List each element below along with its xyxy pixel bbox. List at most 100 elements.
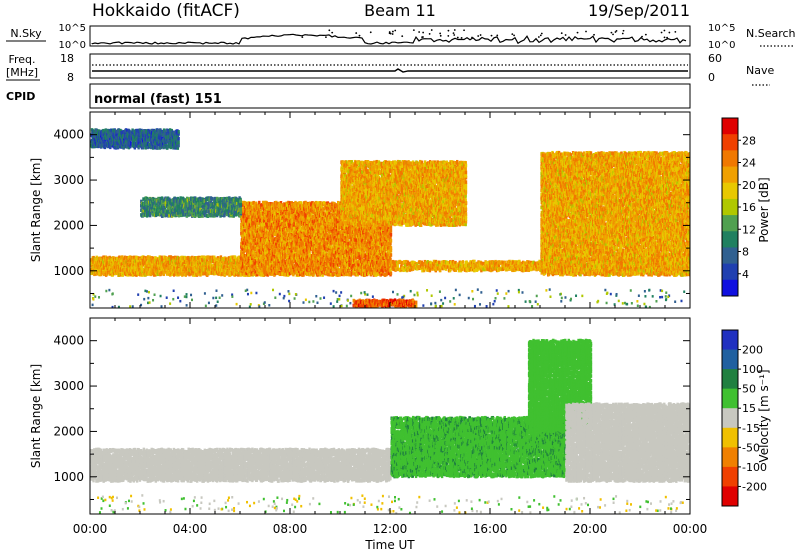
heatmap-cell [413, 293, 416, 297]
heatmap-cell [340, 304, 343, 308]
heatmap-cell [273, 257, 277, 261]
heatmap-cell [257, 216, 260, 221]
heatmap-cell [336, 298, 339, 301]
heatmap-cell [121, 273, 124, 277]
heatmap-cell [507, 305, 510, 308]
heatmap-cell [307, 257, 310, 262]
nsky-panel: N.Sky 10^5 10^0 10^5 10^0 N.Search [6, 23, 796, 51]
heatmap-cell [269, 262, 272, 267]
heatmap-cell [147, 301, 150, 305]
heatmap-cell [146, 257, 149, 262]
heatmap-cell [190, 293, 193, 297]
heatmap-cell [294, 238, 298, 242]
heatmap-cell [215, 296, 218, 300]
heatmap-cell [288, 217, 291, 222]
heatmap-cell [119, 259, 123, 264]
nave-label: Nave [746, 64, 774, 77]
heatmap-cell [288, 224, 292, 229]
heatmap-cell [293, 222, 296, 226]
heatmap-cell [140, 265, 144, 270]
heatmap-cell [517, 290, 520, 294]
heatmap-cell [292, 230, 295, 234]
heatmap-cell [185, 293, 188, 296]
heatmap-cell [110, 263, 113, 267]
heatmap-cell [293, 227, 296, 231]
heatmap-cell [288, 264, 291, 268]
heatmap-cell [144, 289, 147, 293]
heatmap-cell [263, 301, 266, 304]
heatmap-cell [440, 304, 443, 308]
beam-title: Beam 11 [364, 1, 436, 20]
heatmap-cell [360, 291, 363, 295]
heatmap-cell [288, 214, 291, 218]
heatmap-cell [248, 305, 251, 308]
heatmap-cell [294, 200, 297, 205]
heatmap-cell [623, 301, 626, 305]
heatmap-cell [243, 212, 246, 217]
heatmap-cell [286, 203, 289, 207]
heatmap-cell [242, 208, 245, 212]
heatmap-cell [248, 252, 251, 257]
heatmap-cell [278, 234, 282, 238]
heatmap-cell [664, 298, 667, 302]
heatmap-cell [293, 243, 296, 248]
heatmap-cell [280, 219, 283, 224]
heatmap-cell [230, 257, 234, 262]
nsearch-label: N.Search [746, 27, 796, 40]
heatmap-cell [143, 262, 146, 266]
heatmap-cell [302, 242, 305, 246]
heatmap-cell [665, 291, 668, 294]
heatmap-cell [260, 254, 263, 258]
heatmap-cell [279, 217, 283, 222]
heatmap-cell [294, 217, 297, 222]
heatmap-cell [267, 215, 271, 220]
heatmap-cell [286, 268, 289, 272]
heatmap-cell [296, 219, 299, 224]
heatmap-cell [183, 265, 187, 269]
heatmap-cell [98, 265, 102, 270]
heatmap-cell [151, 256, 155, 261]
heatmap-cell [266, 238, 269, 242]
heatmap-cell [308, 249, 311, 253]
heatmap-cell [233, 264, 236, 269]
heatmap-cell [292, 271, 296, 275]
heatmap-cell [264, 265, 268, 269]
heatmap-cell [98, 260, 102, 264]
heatmap-cell [116, 271, 119, 276]
heatmap-cell [146, 255, 150, 259]
cpid-value: normal (fast) 151 [94, 92, 222, 107]
heatmap-cell [265, 228, 268, 232]
heatmap-cell [329, 302, 332, 305]
heatmap-cell [153, 293, 156, 296]
heatmap-cell [263, 219, 266, 223]
heatmap-cell [172, 297, 175, 301]
heatmap-cell [154, 272, 157, 277]
heatmap-cell [237, 255, 241, 260]
heatmap-cell [345, 304, 348, 308]
heatmap-cell [293, 205, 296, 210]
heatmap-cell [648, 288, 651, 292]
heatmap-cell [159, 261, 163, 266]
heatmap-cell [303, 238, 306, 243]
heatmap-cell [629, 289, 632, 292]
heatmap-cell [667, 295, 670, 299]
heatmap-cell [158, 269, 162, 274]
heatmap-cell [284, 269, 287, 274]
heatmap-cell [257, 253, 260, 257]
freq-tick-bottom: 8 [67, 71, 74, 84]
heatmap-cell [204, 265, 207, 270]
heatmap-cell [630, 302, 633, 305]
heatmap-cell [262, 302, 265, 305]
heatmap-cell [609, 292, 612, 296]
heatmap-cell [191, 298, 194, 302]
heatmap-cell [235, 263, 239, 267]
heatmap-cell [105, 289, 108, 293]
heatmap-cell [276, 201, 280, 206]
heatmap-cell [233, 259, 236, 263]
heatmap-cell [135, 258, 139, 262]
heatmap-cell [231, 271, 234, 276]
heatmap-cell [444, 296, 447, 300]
heatmap-cell [248, 223, 252, 227]
heatmap-cell [177, 265, 181, 269]
